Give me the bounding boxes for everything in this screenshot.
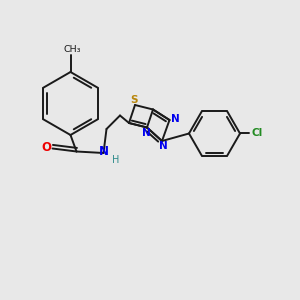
Text: CH₃: CH₃	[63, 45, 81, 54]
Text: N: N	[142, 128, 151, 138]
Text: N: N	[158, 141, 167, 152]
Text: S: S	[130, 94, 138, 105]
Text: N: N	[99, 145, 109, 158]
Text: Cl: Cl	[252, 128, 263, 139]
Text: N: N	[171, 114, 180, 124]
Text: H: H	[112, 155, 119, 165]
Text: O: O	[41, 141, 51, 154]
